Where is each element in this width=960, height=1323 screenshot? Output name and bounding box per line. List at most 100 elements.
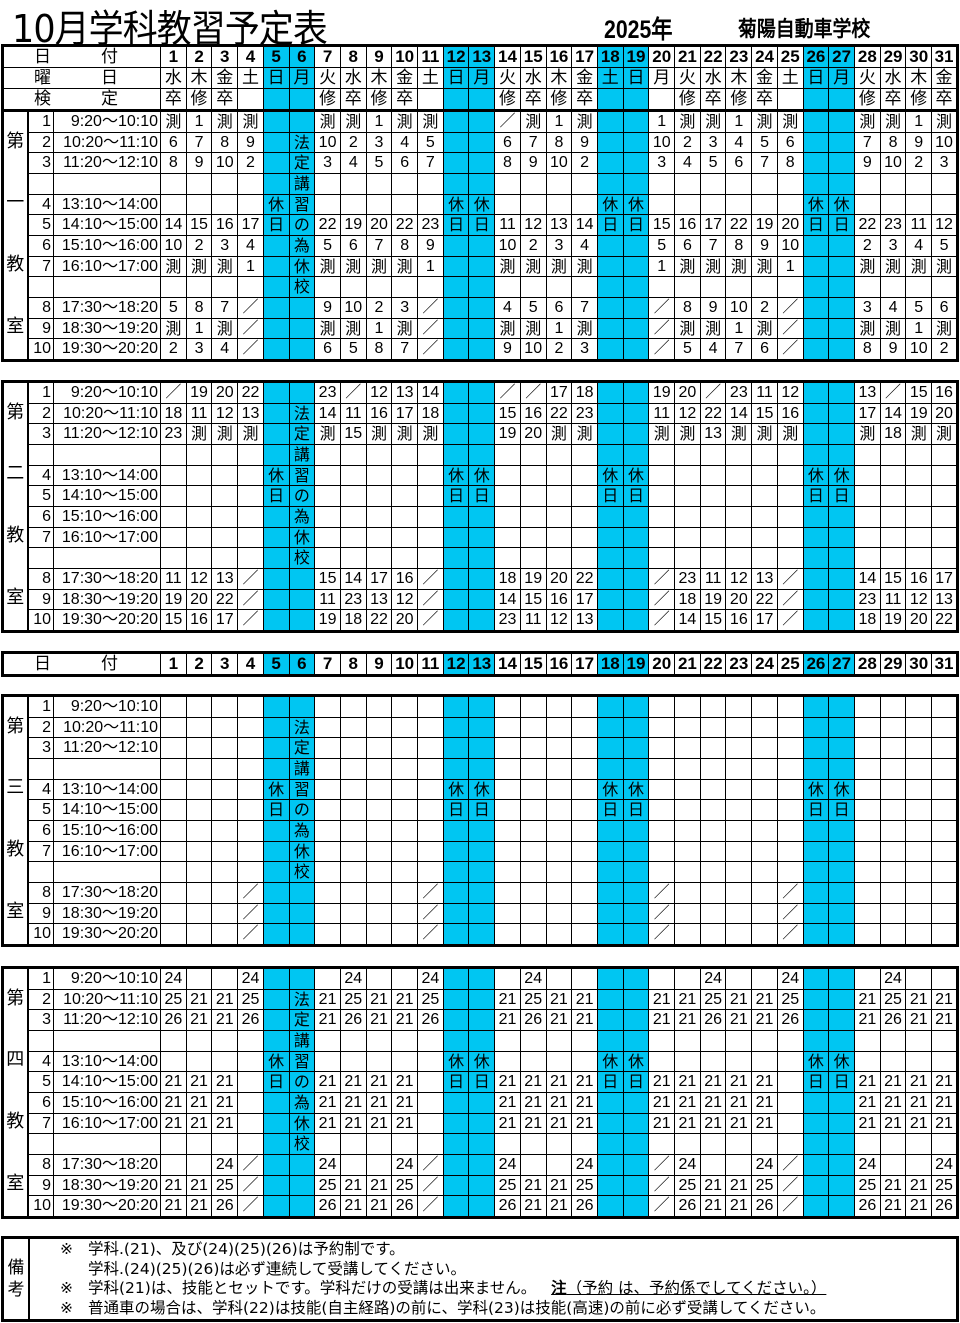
holiday-cell: 休: [442, 193, 470, 216]
holiday-cell: [802, 1030, 830, 1052]
period-time: 16:10～17:00: [53, 526, 161, 549]
lesson-cell: [905, 526, 933, 549]
kentei-cell: 修: [725, 88, 753, 112]
lesson-cell: [905, 1050, 933, 1073]
lesson-cell: [237, 695, 264, 718]
period-time: 10:20～11:10: [53, 402, 161, 425]
lesson-cell: 21: [545, 1071, 573, 1094]
lesson-cell: [391, 444, 419, 466]
period-time: 19:30～20:20: [53, 923, 161, 947]
holiday-cell: [622, 235, 650, 257]
lesson-cell: 9: [185, 152, 213, 175]
lesson-cell: 21: [494, 988, 521, 1011]
lesson-cell: 11: [185, 402, 213, 425]
lesson-cell: [674, 861, 701, 884]
lesson-cell: [674, 799, 701, 822]
lesson-cell: [365, 1154, 393, 1176]
lesson-cell: [314, 526, 341, 549]
lesson-cell: [391, 1050, 419, 1073]
lesson-cell: 8: [160, 152, 187, 175]
lesson-cell: ／: [776, 297, 804, 319]
lesson-cell: 21: [160, 1112, 187, 1135]
holiday-cell: 日: [596, 799, 624, 822]
lesson-cell: ／: [776, 609, 804, 633]
lesson-cell: 21: [853, 1071, 881, 1094]
lesson-cell: [417, 758, 444, 780]
weekday-cell: 水: [339, 67, 367, 89]
period-number: 3: [27, 423, 54, 446]
lesson-cell: [391, 193, 419, 216]
lesson-cell: [879, 485, 907, 508]
lesson-cell: 14: [879, 402, 907, 425]
period-row: 2 10:20～11:10 25 21 21 25 法 21 25 21 21 25 21 25 21 21 2…: [3, 988, 958, 1011]
lesson-cell: [339, 716, 367, 739]
page-title: 10月学科教習予定表: [12, 7, 328, 51]
lesson-cell: [648, 526, 676, 549]
room-label-char: 室: [6, 586, 25, 608]
holiday-cell: [262, 1030, 290, 1052]
lesson-cell: [751, 967, 778, 990]
weekday-cell: 月: [648, 67, 676, 89]
holiday-cell: [468, 1174, 496, 1197]
holiday-cell: [828, 1174, 855, 1197]
lesson-cell: 21: [545, 1112, 573, 1135]
lesson-cell: [776, 485, 804, 508]
lesson-cell: [725, 820, 753, 842]
holiday-cell: 日: [802, 214, 830, 237]
lesson-cell: [339, 506, 367, 528]
holiday-cell: [828, 737, 855, 760]
holiday-cell: 為: [288, 506, 316, 528]
holiday-cell: [262, 255, 290, 278]
lesson-cell: 21: [699, 1174, 727, 1197]
period-time: 14:10～15:00: [53, 485, 161, 508]
lesson-cell: ／: [699, 381, 727, 404]
kentei-cell: 修: [853, 88, 881, 112]
lesson-cell: 21: [879, 1195, 907, 1219]
lesson-cell: 26: [160, 1009, 187, 1032]
lesson-cell: [185, 526, 213, 549]
holiday-cell: 校: [288, 1133, 316, 1156]
lesson-cell: 11: [699, 568, 727, 590]
lesson-cell: [648, 716, 676, 739]
lesson-cell: ／: [648, 923, 676, 947]
lesson-cell: [391, 485, 419, 508]
lesson-cell: 25: [391, 1174, 419, 1197]
kentei-cell: 修: [905, 88, 933, 112]
lesson-cell: 19: [160, 588, 187, 611]
lesson-cell: [879, 902, 907, 925]
lesson-cell: 2: [751, 297, 778, 319]
period-time: 9:20～10:10: [53, 967, 161, 990]
lesson-cell: 5: [699, 152, 727, 175]
lesson-cell: [545, 464, 573, 487]
lesson-cell: [339, 1154, 367, 1176]
lesson-cell: [339, 820, 367, 842]
lesson-cell: [314, 1133, 341, 1156]
lesson-cell: 8: [725, 235, 753, 257]
period-number: 4: [27, 778, 54, 801]
lesson-cell: [339, 778, 367, 801]
lesson-cell: 測: [237, 423, 264, 446]
lesson-cell: 5: [339, 338, 367, 362]
lesson-cell: 21: [571, 1092, 598, 1114]
lesson-cell: 21: [365, 988, 393, 1011]
holiday-cell: [468, 737, 496, 760]
year: 2025年: [604, 16, 673, 44]
lesson-cell: [751, 778, 778, 801]
period-time: [53, 1030, 161, 1052]
lesson-cell: [571, 820, 598, 842]
lesson-cell: [185, 1133, 213, 1156]
holiday-cell: 日: [262, 485, 290, 508]
holiday-cell: 休: [622, 1050, 650, 1073]
lesson-cell: ／: [417, 1154, 444, 1176]
date-cell: 2: [185, 652, 213, 676]
period-time: 18:30～19:20: [53, 902, 161, 925]
weekday-cell: 日: [802, 67, 830, 89]
date-cell: 12: [442, 652, 470, 676]
lesson-cell: 4: [699, 338, 727, 362]
holiday-cell: [802, 547, 830, 570]
weekday-cell: 水: [160, 67, 187, 89]
lesson-cell: [571, 861, 598, 884]
lesson-cell: [879, 547, 907, 570]
lesson-cell: 21: [725, 1071, 753, 1094]
lesson-cell: 10: [879, 152, 907, 175]
